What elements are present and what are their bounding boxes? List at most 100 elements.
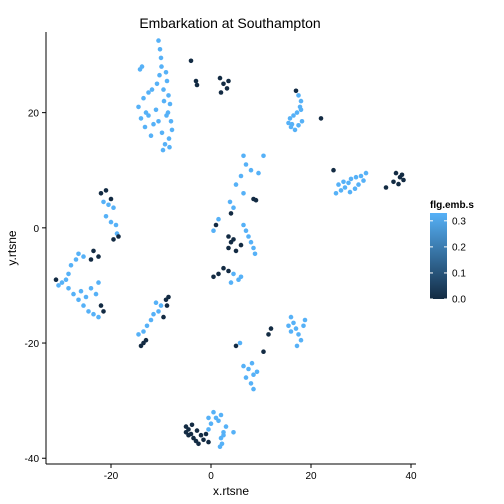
data-point xyxy=(246,234,251,239)
data-point xyxy=(141,329,146,334)
color-legend: flg.emb.s 0.00.10.20.3 xyxy=(430,200,474,306)
data-point xyxy=(161,87,166,92)
data-point xyxy=(159,56,164,61)
data-point xyxy=(226,79,231,84)
data-point xyxy=(146,113,151,118)
data-point xyxy=(201,438,206,443)
data-point xyxy=(158,47,163,52)
data-point xyxy=(109,197,114,202)
data-point xyxy=(290,122,295,127)
data-point xyxy=(226,246,231,251)
data-point xyxy=(296,123,301,128)
data-point xyxy=(66,272,71,277)
data-point xyxy=(216,419,221,424)
y-axis-ticks: -40 -20 0 20 xyxy=(25,109,46,466)
data-point xyxy=(293,128,298,133)
data-point xyxy=(346,181,351,186)
data-point xyxy=(244,228,249,233)
data-point xyxy=(221,433,226,438)
data-point xyxy=(234,344,239,349)
data-point xyxy=(164,298,169,303)
data-point xyxy=(241,364,246,369)
data-point xyxy=(116,234,121,239)
data-point xyxy=(96,315,101,320)
data-point xyxy=(69,263,74,268)
data-point xyxy=(261,154,266,159)
data-point xyxy=(253,252,258,257)
data-point xyxy=(164,70,169,75)
data-point xyxy=(166,93,171,98)
data-point xyxy=(348,190,353,195)
data-point xyxy=(211,410,216,415)
data-point xyxy=(89,286,94,291)
data-point xyxy=(391,180,396,185)
data-point xyxy=(229,280,234,285)
data-point xyxy=(151,312,156,317)
data-point xyxy=(299,99,304,104)
legend-tick-label: 0.1 xyxy=(452,268,466,279)
y-tick-label: -40 xyxy=(25,454,40,465)
data-point xyxy=(167,145,172,150)
data-point xyxy=(249,381,254,386)
data-point xyxy=(111,237,116,242)
data-point xyxy=(238,341,243,346)
data-point xyxy=(231,272,236,277)
data-point xyxy=(206,416,211,421)
data-point xyxy=(394,171,399,176)
data-point xyxy=(84,295,89,300)
data-point xyxy=(234,182,239,187)
data-point xyxy=(195,83,200,88)
data-point xyxy=(190,423,195,428)
data-point xyxy=(219,413,224,418)
data-point xyxy=(349,177,354,182)
data-point xyxy=(359,174,364,179)
data-point xyxy=(250,361,255,366)
data-point xyxy=(156,309,161,314)
data-point xyxy=(296,93,301,98)
data-point xyxy=(206,427,211,432)
data-point xyxy=(353,186,358,191)
data-point xyxy=(301,324,306,329)
data-point xyxy=(239,174,244,179)
data-point xyxy=(71,292,76,297)
data-point xyxy=(163,142,168,147)
data-point xyxy=(101,309,106,314)
data-point xyxy=(76,298,81,303)
data-point xyxy=(74,257,79,262)
data-point xyxy=(136,105,141,110)
data-point xyxy=(234,249,239,254)
data-point xyxy=(204,432,209,437)
data-point xyxy=(111,205,116,210)
data-point xyxy=(114,223,119,228)
data-point xyxy=(165,303,170,308)
data-point xyxy=(91,249,96,254)
data-point xyxy=(157,73,162,78)
data-point xyxy=(170,128,175,133)
data-point xyxy=(139,344,144,349)
data-point xyxy=(294,89,299,94)
data-point xyxy=(296,332,301,337)
x-tick-label: 20 xyxy=(305,471,317,482)
data-point xyxy=(319,116,324,121)
data-point xyxy=(289,329,294,334)
data-point xyxy=(294,326,299,331)
data-point xyxy=(159,64,164,69)
data-point xyxy=(94,292,99,297)
x-axis-ticks: -20 0 20 40 xyxy=(104,464,417,482)
data-point xyxy=(56,283,61,288)
data-point xyxy=(341,180,346,185)
data-point xyxy=(216,272,221,277)
data-point xyxy=(255,370,260,375)
data-point xyxy=(295,344,300,349)
data-points xyxy=(54,38,406,449)
data-point xyxy=(354,175,359,180)
legend-tick-label: 0.0 xyxy=(452,295,466,306)
data-point xyxy=(303,318,308,323)
x-tick-label: -20 xyxy=(104,471,119,482)
data-point xyxy=(229,211,234,216)
data-point xyxy=(154,300,159,305)
data-point xyxy=(249,168,254,173)
data-point xyxy=(81,303,86,308)
data-point xyxy=(214,223,219,228)
data-point xyxy=(81,254,86,259)
